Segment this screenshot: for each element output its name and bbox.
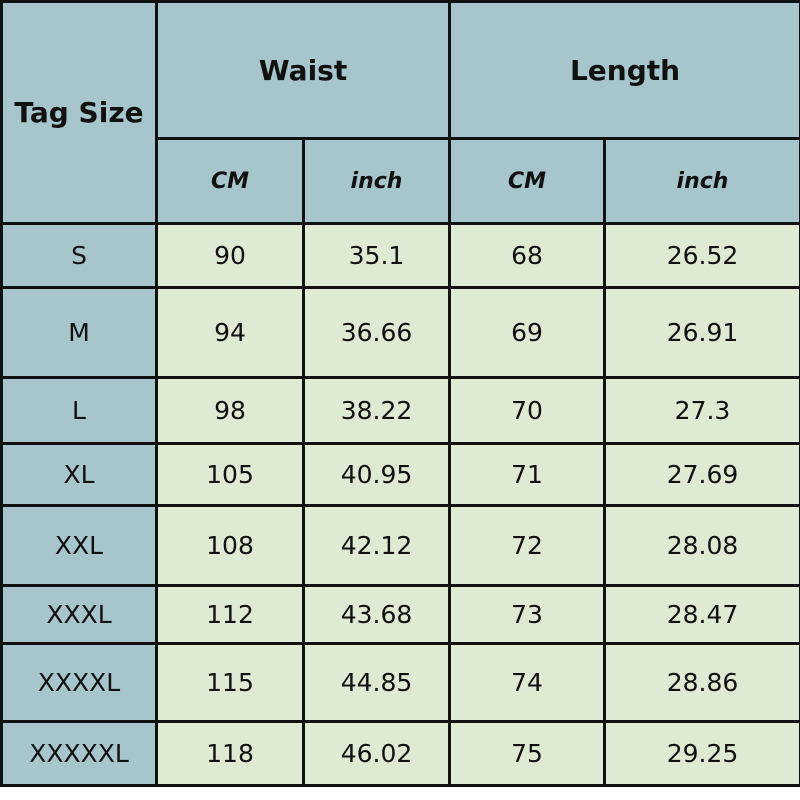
size-cell: L	[0, 376, 158, 445]
size-cell: S	[0, 222, 158, 289]
size-cell: XXL	[0, 504, 158, 587]
length-inch-cell: 28.86	[602, 642, 800, 723]
waist-inch-cell: 44.85	[302, 642, 451, 723]
length-header: Length	[447, 0, 800, 140]
size-cell: M	[0, 286, 158, 379]
length-cm-cell: 71	[448, 442, 606, 507]
length-inch-cell: 28.47	[602, 584, 800, 645]
table-row: XXXL 112 43.68 73 28.47	[0, 584, 800, 645]
waist-header: Waist	[155, 0, 451, 140]
waist-inch-cell: 40.95	[302, 442, 451, 507]
waist-cm-cell: 94	[155, 286, 305, 379]
length-cm-cell: 72	[448, 504, 606, 587]
table-row: XXL 108 42.12 72 28.08	[0, 504, 800, 587]
table-row: XL 105 40.95 71 27.69	[0, 442, 800, 507]
table-row: S 90 35.1 68 26.52	[0, 222, 800, 289]
length-inch-header: inch	[602, 137, 800, 225]
waist-inch-cell: 42.12	[302, 504, 451, 587]
length-inch-cell: 28.08	[602, 504, 800, 587]
waist-cm-cell: 90	[155, 222, 305, 289]
waist-inch-cell: 36.66	[302, 286, 451, 379]
length-inch-cell: 29.25	[602, 720, 800, 787]
table-row: XXXXXL 118 46.02 75 29.25	[0, 720, 800, 787]
waist-cm-cell: 112	[155, 584, 305, 645]
length-cm-header: CM	[448, 137, 606, 225]
length-cm-cell: 69	[448, 286, 606, 379]
tag-size-header: Tag Size	[0, 0, 158, 225]
length-inch-cell: 26.91	[602, 286, 800, 379]
table-row: XXXXL 115 44.85 74 28.86	[0, 642, 800, 723]
waist-cm-cell: 118	[155, 720, 305, 787]
length-cm-cell: 74	[448, 642, 606, 723]
length-cm-cell: 73	[448, 584, 606, 645]
waist-inch-cell: 38.22	[302, 376, 451, 445]
waist-cm-header: CM	[155, 137, 305, 225]
size-cell: XXXL	[0, 584, 158, 645]
waist-inch-cell: 35.1	[302, 222, 451, 289]
table-row: L 98 38.22 70 27.3	[0, 376, 800, 445]
size-cell: XXXXXL	[0, 720, 158, 787]
length-inch-cell: 27.69	[602, 442, 800, 507]
waist-inch-cell: 43.68	[302, 584, 451, 645]
length-inch-cell: 27.3	[602, 376, 800, 445]
waist-inch-header: inch	[302, 137, 451, 225]
length-cm-cell: 68	[448, 222, 606, 289]
waist-cm-cell: 105	[155, 442, 305, 507]
size-cell: XXXXL	[0, 642, 158, 723]
waist-cm-cell: 98	[155, 376, 305, 445]
waist-cm-cell: 115	[155, 642, 305, 723]
length-cm-cell: 75	[448, 720, 606, 787]
table-row: M 94 36.66 69 26.91	[0, 286, 800, 379]
length-cm-cell: 70	[448, 376, 606, 445]
waist-inch-cell: 46.02	[302, 720, 451, 787]
waist-cm-cell: 108	[155, 504, 305, 587]
size-cell: XL	[0, 442, 158, 507]
length-inch-cell: 26.52	[602, 222, 800, 289]
